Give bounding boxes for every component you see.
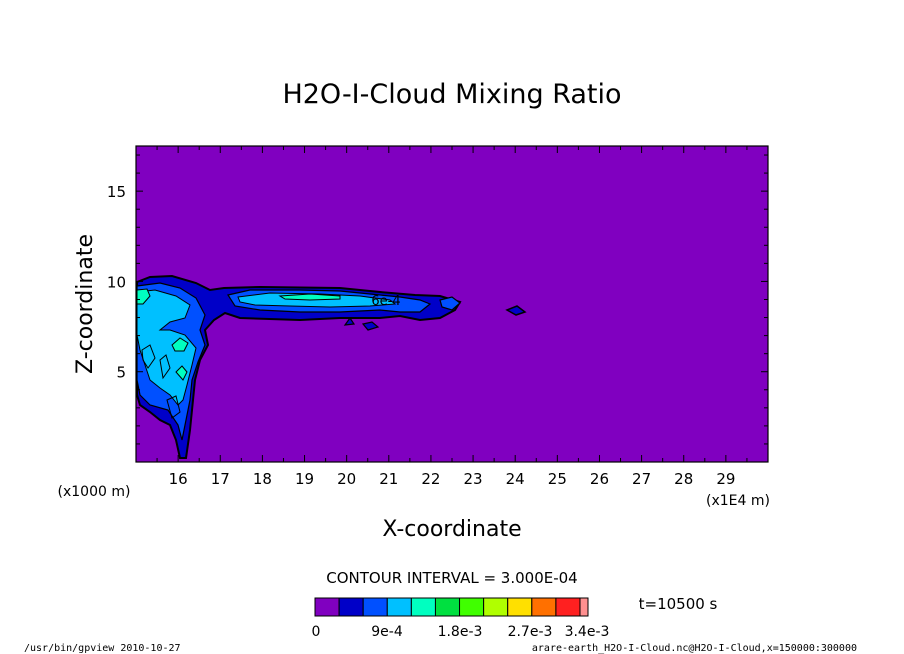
- x-tick-label: 16: [169, 470, 188, 488]
- cloud-level-2-small: [361, 321, 380, 331]
- cloud-level-2-small-b: [343, 316, 356, 326]
- contour-lines-thin: [141, 344, 181, 419]
- contour-interval: CONTOUR INTERVAL = 3.000E-04: [326, 569, 577, 587]
- contour-line-inner-b: [159, 354, 171, 380]
- footer-right: arare-earth_H2O-I-Cloud.nc@H2O-I-Cloud,x…: [532, 643, 857, 654]
- colorbar-cell: [434, 597, 461, 617]
- x-tick-label: 26: [590, 470, 609, 488]
- y-axis-label: Z-coordinate: [73, 234, 98, 374]
- x-axis: 16 17 18 19 20 21 22 23 24 25 26 27 28 29: [156, 146, 748, 488]
- x-tick-label: 27: [632, 470, 651, 488]
- y-unit-label: (x1000 m): [58, 484, 131, 500]
- colorbar-cell: [555, 597, 581, 617]
- colorbar-cell: [459, 597, 485, 617]
- cloud-level-4-anvil: [278, 293, 341, 301]
- x-tick-label: 19: [295, 470, 314, 488]
- colorbar-cell: [362, 597, 388, 617]
- contour-fill-level-4: [136, 288, 341, 381]
- time-label: t=10500 s: [639, 595, 718, 613]
- colorbar-cell: [410, 597, 436, 617]
- colorbar-tick-label: 0: [312, 624, 321, 640]
- cloud-level-1-far-east: [505, 305, 527, 316]
- colorbar-cell: [314, 597, 340, 617]
- contour-line-inner-a: [141, 344, 156, 369]
- cloud-level-2-east: [439, 296, 461, 311]
- cloud-level-4-mid: [171, 337, 189, 352]
- colorbar-tick-label: 3.4e-3: [565, 624, 610, 640]
- x-tick-label: 21: [379, 470, 398, 488]
- colorbar-tick-label: 9e-4: [371, 624, 403, 640]
- plot-area: 6e-4: [135, 145, 769, 463]
- colorbar-labels: 0 9e-4 1.8e-3 2.7e-3 3.4e-3: [312, 624, 610, 640]
- colorbar-cell: [507, 597, 533, 617]
- y-axis: 5 10 15: [107, 154, 768, 445]
- colorbar-cell: [386, 597, 412, 617]
- x-tick-label: 28: [674, 470, 693, 488]
- contour-line-inner-c: [166, 395, 181, 419]
- colorbar-cell: [531, 597, 557, 617]
- chart-title: H2O-I-Cloud Mixing Ratio: [282, 79, 621, 110]
- x-tick-label: 23: [464, 470, 483, 488]
- x-tick-label: 25: [548, 470, 567, 488]
- colorbar-tick-label: 1.8e-3: [438, 624, 483, 640]
- x-tick-label: 18: [253, 470, 272, 488]
- contour-label: 6e-4: [371, 294, 400, 309]
- x-unit-label: (x1E4 m): [706, 493, 770, 509]
- colorbar: [314, 597, 589, 617]
- footer-left: /usr/bin/gpview 2010-10-27: [24, 643, 181, 654]
- colorbar-cell: [483, 597, 509, 617]
- y-tick-label: 10: [107, 273, 126, 291]
- x-axis-label: X-coordinate: [382, 517, 521, 542]
- cloud-level-4-lower: [175, 365, 188, 381]
- x-tick-label: 20: [337, 470, 356, 488]
- colorbar-cell: [579, 597, 589, 617]
- x-tick-label: 17: [211, 470, 230, 488]
- colorbar-cell: [338, 597, 364, 617]
- colorbar-tick-label: 2.7e-3: [508, 624, 553, 640]
- x-tick-label: 22: [421, 470, 440, 488]
- x-tick-label: 29: [716, 470, 735, 488]
- y-tick-label: 15: [107, 183, 126, 201]
- y-tick-label: 5: [116, 364, 126, 382]
- cloud-level-4-core: [136, 288, 151, 305]
- x-tick-label: 24: [506, 470, 525, 488]
